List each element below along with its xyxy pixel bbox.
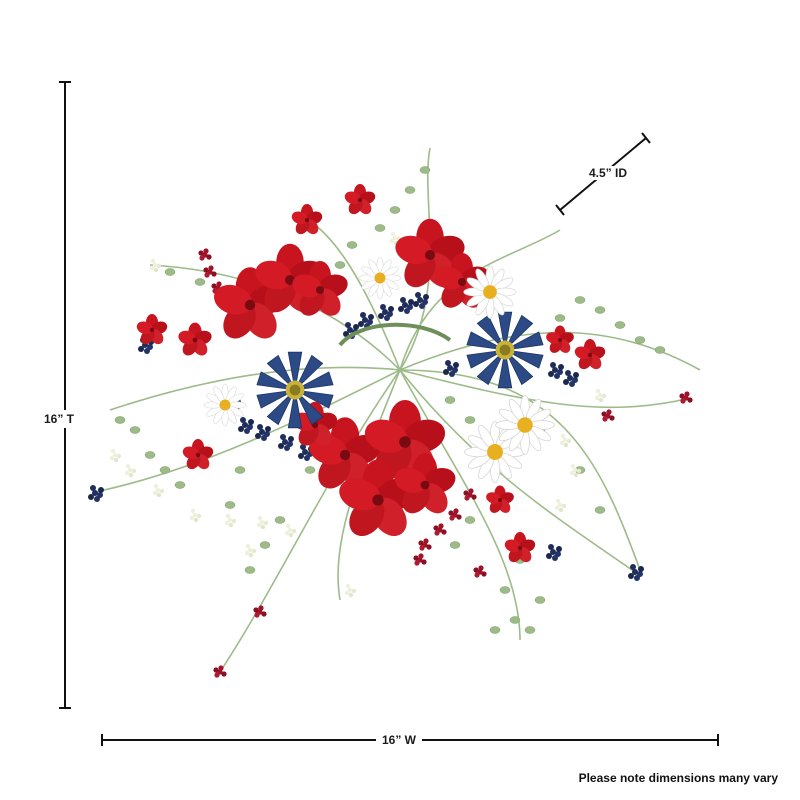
dimension-disclaimer: Please note dimensions many vary [578,771,778,785]
foliage-leaves [114,166,666,634]
dimension-lines [59,81,719,746]
width-label: 16” W [376,733,423,747]
height-label: 16” T [44,410,75,428]
wreath-ring-base [338,322,452,347]
inner-diameter-label: 4.5” ID [587,166,630,180]
floral-wreath [88,147,701,678]
